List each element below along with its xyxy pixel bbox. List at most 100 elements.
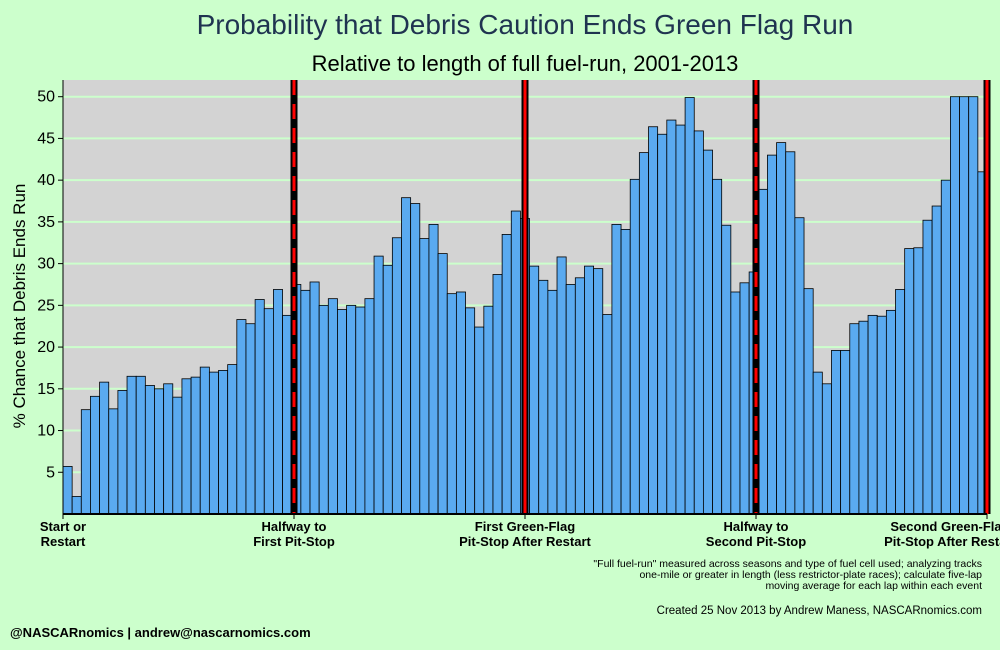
bar bbox=[821, 383, 832, 515]
bar bbox=[968, 96, 979, 515]
bar bbox=[803, 288, 814, 515]
x-tick-label: Start or bbox=[40, 519, 86, 534]
bar bbox=[181, 378, 192, 515]
bar bbox=[657, 133, 668, 515]
chart-title: Probability that Debris Caution Ends Gre… bbox=[197, 9, 854, 40]
bar bbox=[419, 238, 430, 515]
x-tick-label: Halfway to bbox=[723, 519, 788, 534]
y-tick-label: 40 bbox=[37, 172, 55, 189]
x-tick-label: Pit-Stop After Restart bbox=[884, 534, 1000, 549]
bar bbox=[638, 152, 649, 515]
bar bbox=[959, 96, 970, 515]
bar bbox=[208, 371, 219, 515]
bar bbox=[391, 237, 402, 515]
bar bbox=[885, 309, 896, 515]
bar bbox=[730, 291, 741, 515]
bar bbox=[876, 315, 887, 515]
bar bbox=[785, 151, 796, 515]
bar bbox=[611, 223, 622, 515]
bar bbox=[702, 149, 713, 515]
y-tick-label: 25 bbox=[37, 297, 55, 314]
x-tick-label: Second Green-Flag bbox=[890, 519, 1000, 534]
bar bbox=[913, 247, 924, 515]
bar bbox=[950, 96, 960, 515]
bar bbox=[263, 308, 274, 515]
y-tick-label: 30 bbox=[37, 256, 55, 273]
bar bbox=[154, 388, 165, 515]
bar bbox=[428, 223, 439, 515]
bar bbox=[99, 381, 110, 515]
bar bbox=[849, 323, 860, 515]
bar bbox=[776, 142, 787, 515]
bar bbox=[666, 119, 677, 515]
bar bbox=[904, 248, 915, 515]
bar bbox=[620, 228, 631, 515]
x-tick-label: Restart bbox=[41, 534, 86, 549]
bar bbox=[858, 320, 869, 515]
bar bbox=[364, 298, 375, 515]
y-tick-label: 20 bbox=[37, 339, 55, 356]
bar bbox=[794, 217, 805, 515]
bar bbox=[812, 371, 823, 515]
bar bbox=[144, 385, 155, 515]
bar bbox=[337, 309, 348, 515]
bar bbox=[483, 305, 494, 515]
bar bbox=[172, 396, 183, 515]
x-tick-label: Second Pit-Stop bbox=[706, 534, 806, 549]
bar bbox=[556, 256, 567, 515]
bar bbox=[767, 154, 777, 515]
bar bbox=[629, 178, 640, 515]
bar bbox=[584, 265, 595, 515]
bar bbox=[739, 282, 750, 515]
bar bbox=[71, 496, 82, 515]
bar bbox=[547, 289, 558, 515]
bar bbox=[273, 289, 283, 515]
bar bbox=[80, 409, 91, 515]
bar bbox=[565, 284, 576, 515]
y-tick-label: 45 bbox=[37, 130, 55, 147]
bar bbox=[501, 234, 512, 515]
bar bbox=[355, 306, 366, 515]
bar bbox=[108, 408, 119, 515]
bar bbox=[135, 375, 146, 515]
bar bbox=[538, 279, 549, 515]
y-tick-label: 5 bbox=[46, 464, 55, 481]
bar bbox=[218, 370, 229, 515]
bar bbox=[693, 130, 704, 515]
bar bbox=[300, 289, 311, 515]
footnote-line: moving average for each lap within each … bbox=[765, 580, 982, 592]
bar bbox=[282, 314, 293, 515]
footnote-line: "Full fuel-run" measured across seasons … bbox=[593, 558, 982, 570]
x-tick-label: Pit-Stop After Restart bbox=[459, 534, 591, 549]
bar bbox=[126, 375, 137, 515]
y-tick-label: 10 bbox=[37, 423, 55, 440]
bar bbox=[474, 326, 485, 515]
x-tick-label: Halfway to bbox=[261, 519, 326, 534]
bar bbox=[602, 314, 613, 515]
bar bbox=[867, 314, 878, 515]
bar bbox=[529, 265, 540, 515]
bar bbox=[455, 291, 466, 515]
bar bbox=[831, 350, 842, 515]
bar bbox=[437, 253, 448, 515]
chart-subtitle: Relative to length of full fuel-run, 200… bbox=[312, 51, 739, 76]
bar bbox=[227, 364, 238, 515]
bar bbox=[574, 277, 585, 515]
y-axis-label: % Chance that Debris Ends Run bbox=[10, 184, 29, 429]
x-tick-label: First Green-Flag bbox=[475, 519, 575, 534]
bar bbox=[840, 350, 851, 515]
bar bbox=[931, 205, 942, 515]
footnote-line: one-mile or greater in length (less rest… bbox=[639, 569, 982, 581]
bar bbox=[327, 298, 338, 515]
bar bbox=[309, 281, 320, 515]
bar bbox=[245, 323, 256, 515]
bar bbox=[940, 179, 951, 515]
bar bbox=[446, 293, 457, 515]
bar bbox=[922, 219, 933, 515]
bar bbox=[510, 210, 521, 515]
bar bbox=[648, 126, 659, 515]
y-tick-label: 50 bbox=[37, 89, 55, 106]
bar bbox=[199, 366, 210, 515]
bar bbox=[382, 264, 393, 515]
